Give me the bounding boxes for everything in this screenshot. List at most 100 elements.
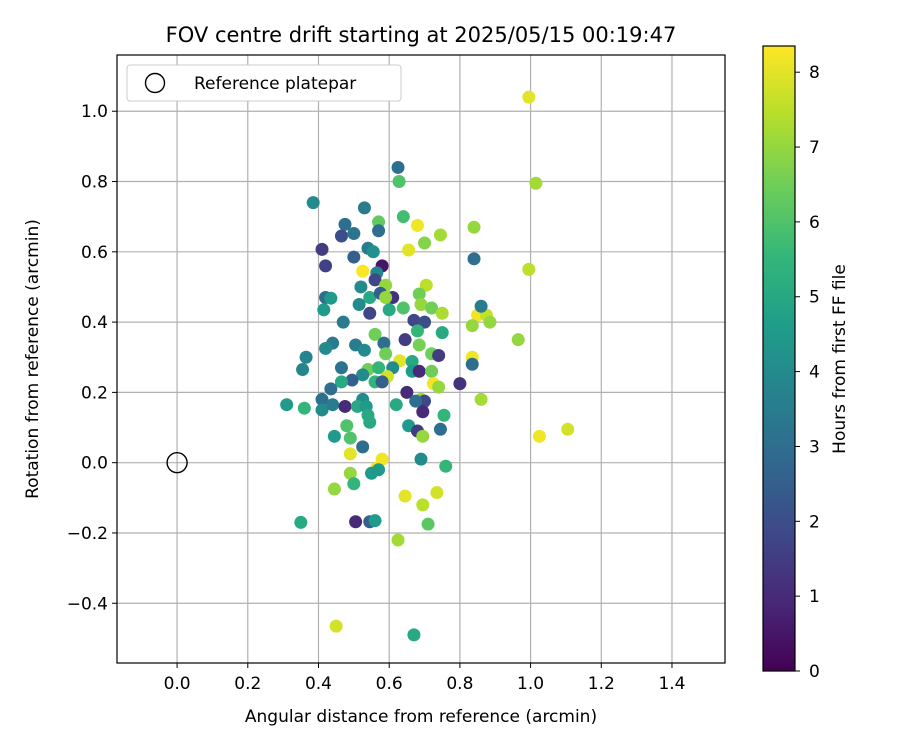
- data-point: [338, 399, 352, 413]
- data-point: [425, 364, 439, 378]
- colorbar-label: Hours from first FF file: [830, 264, 850, 454]
- data-point: [532, 429, 546, 443]
- chart-title: FOV centre drift starting at 2025/05/15 …: [166, 23, 677, 47]
- data-point: [432, 380, 446, 394]
- data-point: [363, 415, 377, 429]
- colorbar-tick-label: 8: [809, 63, 820, 83]
- x-tick-label: 0.0: [164, 674, 191, 694]
- data-point: [327, 429, 341, 443]
- data-point: [437, 408, 451, 422]
- data-point: [432, 348, 446, 362]
- data-point: [347, 477, 361, 491]
- data-point: [435, 306, 449, 320]
- data-point: [561, 422, 575, 436]
- data-point: [410, 324, 424, 338]
- colorbar-tick-label: 5: [809, 288, 820, 308]
- y-tick-label: 0.0: [81, 454, 108, 474]
- data-point: [396, 210, 410, 224]
- legend-label: Reference platepar: [194, 74, 356, 94]
- data-point: [382, 303, 396, 317]
- colorbar-tick-label: 1: [809, 587, 820, 607]
- data-point: [396, 301, 410, 315]
- data-point: [377, 336, 391, 350]
- colorbar-tick-label: 4: [809, 363, 820, 383]
- data-point: [349, 515, 363, 529]
- data-point: [430, 486, 444, 500]
- data-point: [334, 229, 348, 243]
- y-tick-label: 0.6: [81, 243, 108, 263]
- x-tick-label: 1.0: [517, 674, 544, 694]
- data-point: [453, 377, 467, 391]
- data-point: [329, 619, 343, 633]
- data-point: [319, 341, 333, 355]
- data-point: [412, 364, 426, 378]
- data-point: [416, 429, 430, 443]
- data-point: [416, 405, 430, 419]
- x-tick-label: 0.6: [376, 674, 403, 694]
- data-point: [418, 315, 432, 329]
- x-tick-label: 1.4: [658, 674, 685, 694]
- data-point: [363, 306, 377, 320]
- y-tick-label: 0.8: [81, 173, 108, 193]
- data-point: [398, 333, 412, 347]
- data-point: [294, 515, 308, 529]
- data-point: [379, 347, 393, 361]
- data-point: [347, 227, 361, 241]
- y-tick-label: −0.2: [67, 524, 108, 544]
- data-point: [435, 326, 449, 340]
- data-point: [357, 201, 371, 215]
- data-point: [324, 291, 338, 305]
- data-points: [280, 90, 575, 642]
- data-point: [356, 440, 370, 454]
- data-point: [317, 303, 331, 317]
- data-point: [343, 447, 357, 461]
- colorbar-tick-label: 2: [809, 512, 820, 532]
- data-point: [389, 398, 403, 412]
- data-point: [409, 394, 423, 408]
- data-point: [366, 245, 380, 259]
- data-point: [416, 498, 430, 512]
- data-point: [483, 315, 497, 329]
- data-point: [336, 315, 350, 329]
- data-point: [412, 338, 426, 352]
- data-point: [296, 363, 310, 377]
- data-point: [465, 357, 479, 371]
- data-point: [467, 252, 481, 266]
- y-tick-label: 1.0: [81, 102, 108, 122]
- data-point: [433, 422, 447, 436]
- data-point: [372, 224, 386, 238]
- data-point: [345, 373, 359, 387]
- data-point: [414, 452, 428, 466]
- data-point: [356, 368, 370, 382]
- data-point: [368, 514, 382, 528]
- data-point: [324, 382, 338, 396]
- data-point: [327, 482, 341, 496]
- data-point: [418, 236, 432, 250]
- data-point: [467, 220, 481, 234]
- data-point: [375, 375, 389, 389]
- y-tick-label: −0.4: [67, 594, 108, 614]
- x-tick-label: 0.8: [446, 674, 473, 694]
- data-point: [407, 313, 421, 327]
- data-point: [412, 287, 426, 301]
- data-point: [306, 196, 320, 210]
- data-point: [315, 242, 329, 256]
- data-point: [340, 419, 354, 433]
- colorbar-tick-label: 0: [809, 662, 820, 682]
- data-point: [421, 517, 435, 531]
- data-point: [368, 273, 382, 287]
- reference-point: [166, 451, 188, 474]
- data-point: [419, 278, 433, 292]
- data-point: [315, 403, 329, 417]
- data-point: [334, 375, 348, 389]
- grid: [117, 55, 725, 663]
- data-point: [465, 319, 479, 333]
- data-point: [474, 299, 488, 313]
- x-tick-label: 0.2: [234, 674, 261, 694]
- data-point: [474, 392, 488, 406]
- data-point: [372, 361, 386, 375]
- data-point: [511, 333, 525, 347]
- y-axis-label: Rotation from reference (arcmin): [23, 219, 43, 499]
- data-point: [338, 217, 352, 231]
